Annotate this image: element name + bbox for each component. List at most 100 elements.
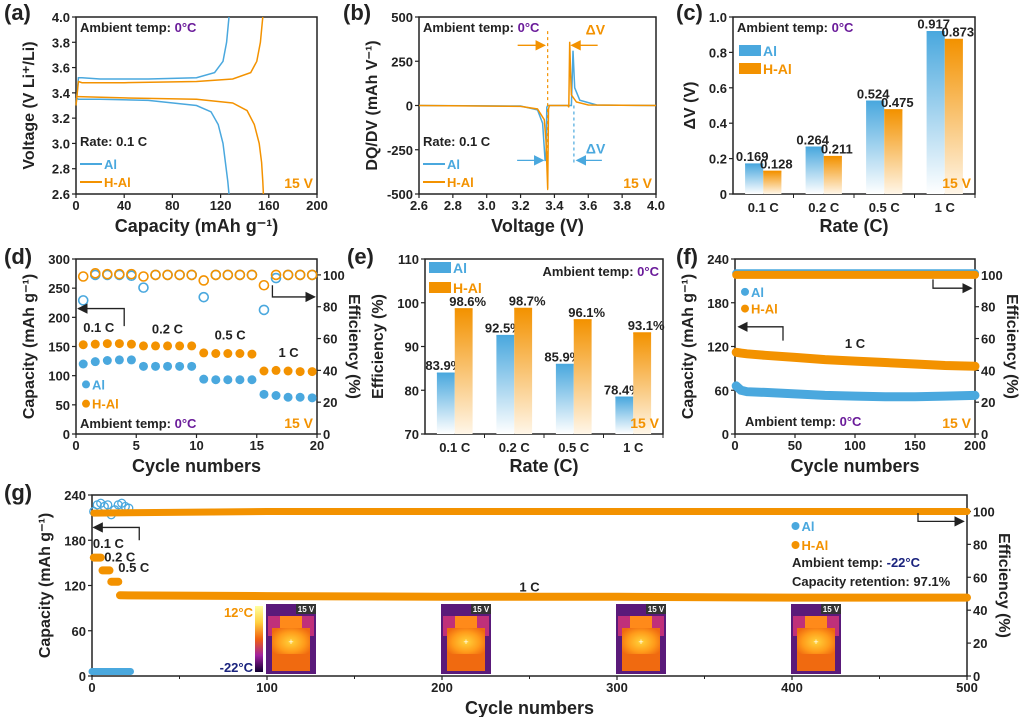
- data-point-h-al-capacity: [295, 367, 305, 377]
- legend-label: H-Al: [751, 302, 778, 317]
- legend-swatch: [741, 287, 749, 296]
- bar-value-label: 78.4%: [604, 382, 641, 397]
- series-line-al-discharge: [75, 97, 230, 195]
- data-point-h-al-capacity: [175, 341, 185, 351]
- data-point-h-al-efficiency: [306, 269, 318, 281]
- x-tick-label: 1 C: [623, 440, 644, 455]
- rate-label: 1 C: [519, 580, 540, 595]
- panel-label: (e): [347, 244, 374, 269]
- x-tick-label: 3.4: [545, 198, 564, 213]
- data-point-h-al-efficiency: [174, 269, 185, 281]
- y2-tick-label: 40: [323, 363, 337, 378]
- x-tick-label: 100: [256, 680, 278, 695]
- data-band-h-al-capacity: [731, 347, 980, 371]
- ambient-temp-annotation: Ambient temp: 0°C: [80, 416, 197, 431]
- panel-e: (e) 0.1 C 0.2 C 0.5 C 1 C 70 80 90 100 110 Rate (C…: [347, 244, 665, 476]
- legend-label: H-Al: [447, 175, 474, 190]
- thermal-tag: [821, 604, 841, 614]
- y-tick-label: 250: [48, 281, 70, 296]
- x-tick-label: 0.1 C: [748, 200, 780, 215]
- thermal-tab: [455, 616, 477, 628]
- thermal-cell: [447, 628, 485, 656]
- bar-h-al: [944, 39, 963, 194]
- data-point-al-capacity: [235, 375, 245, 385]
- y2-tick-label: 80: [981, 300, 995, 315]
- y-tick-label: -250: [387, 143, 413, 158]
- x-tick-label: 0.2 C: [499, 440, 531, 455]
- thermal-cell: [797, 628, 835, 656]
- bar-h-al: [454, 308, 473, 434]
- thermal-tab: [280, 616, 302, 628]
- panel-label: (d): [4, 244, 32, 269]
- ambient-temp-annotation: Ambient temp: -22°C: [792, 555, 921, 570]
- legend-swatch: [82, 380, 90, 389]
- data-point-h-al-capacity: [247, 349, 257, 359]
- ambient-value: 0°C: [637, 264, 659, 279]
- x-tick-label: 50: [788, 438, 802, 453]
- legend-label: H-Al: [453, 280, 482, 296]
- y-axis-label: ΔV (V): [682, 82, 699, 130]
- data-point-h-al-capacity: [114, 339, 124, 349]
- data-point-h-al-capacity: [151, 341, 161, 351]
- x-tick-label: 2.6: [410, 198, 428, 213]
- bar-al: [745, 164, 764, 194]
- bar-al: [496, 335, 515, 434]
- legend-label: H-Al: [763, 61, 792, 77]
- voltage-annotation: 15 V: [630, 415, 659, 431]
- y-tick-label: 80: [405, 383, 419, 398]
- thermal-tab: [630, 616, 652, 628]
- delta-v-label: ΔV: [586, 22, 606, 38]
- rate-label: 1 C: [845, 336, 866, 351]
- panel-c: (c) 0.1 C 0.2 C 0.5 C 1 C 0 0.2 0.4 0.6 0.8 1.0 Rat…: [676, 0, 976, 236]
- y-axis-label: Voltage (V Li⁺/Li): [21, 41, 38, 169]
- legend-label: Al: [802, 519, 815, 534]
- bar-value-label: 96.1%: [568, 305, 605, 320]
- y-tick-label: 0: [406, 99, 413, 114]
- crosshair-icon: +: [813, 637, 818, 647]
- bar-al: [866, 101, 885, 194]
- data-point-al-efficiency: [138, 282, 149, 293]
- x-tick-label: 100: [844, 438, 866, 453]
- y-tick-label: 0.2: [709, 152, 727, 167]
- axis-arrow-right: [932, 279, 973, 294]
- crosshair-icon: +: [463, 637, 468, 647]
- voltage-annotation: 15 V: [284, 175, 313, 191]
- x-axis-label: Rate (C): [509, 456, 578, 476]
- x-tick-label: 0: [88, 680, 95, 695]
- rate-label: 0.2 C: [104, 549, 136, 564]
- y-tick-label: 90: [405, 340, 419, 355]
- x-tick-label: 200: [306, 198, 328, 213]
- ambient-value: 0°C: [175, 416, 197, 431]
- data-point-h-al-capacity: [163, 341, 173, 351]
- bar-h-al: [633, 332, 652, 434]
- y-axis-label: Capacity (mAh g⁻¹): [37, 513, 54, 658]
- bar-value-label: 98.7%: [509, 293, 546, 308]
- x-axis-label: Capacity (mAh g⁻¹): [115, 216, 279, 236]
- axis-arrow-left: [737, 321, 784, 341]
- thermal-tag: [296, 604, 316, 614]
- y-tick-label: 2.6: [52, 187, 70, 202]
- ambient-temp-annotation: Ambient temp: 0°C: [543, 264, 660, 279]
- data-point-h-al-capacity: [199, 348, 209, 358]
- x-axis-label: Rate (C): [819, 216, 888, 236]
- y-tick-label: 2.8: [52, 162, 70, 177]
- y-tick-label: 200: [48, 310, 70, 325]
- x-tick-label: 80: [165, 198, 179, 213]
- ambient-prefix: Ambient temp:: [792, 555, 887, 570]
- data-point-h-al-capacity: [187, 341, 197, 351]
- panel-label: (c): [676, 0, 703, 25]
- thermal-bottom: [272, 654, 310, 671]
- thermal-tag-label: 15 V: [298, 605, 315, 614]
- rate-label: 1 C: [278, 345, 299, 360]
- data-point-h-al-capacity: [211, 349, 221, 358]
- data-point-al-capacity: [187, 361, 197, 371]
- bar-value-label: 85.9%: [544, 349, 581, 364]
- data-point-h-al-efficiency: [246, 269, 258, 281]
- bar-h-al: [573, 319, 592, 434]
- y-tick-label: 60: [715, 383, 729, 398]
- x-axis-label: Voltage (V): [491, 216, 584, 236]
- data-point-al-capacity: [175, 361, 185, 371]
- data-point-al-capacity: [199, 374, 209, 384]
- y-tick-label: 60: [72, 624, 86, 639]
